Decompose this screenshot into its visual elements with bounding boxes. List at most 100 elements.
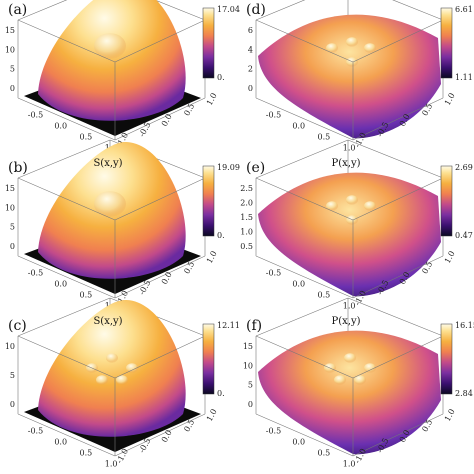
colorbar-min-label: 0.47 [455,231,473,240]
surface-peak [346,215,358,225]
z-tick-label: 0 [248,400,253,409]
x-tick-label: 0.0 [292,121,305,130]
x-tick-label: 1.0 [105,459,118,468]
surface-peak [96,375,108,385]
y-tick-label: 1.0 [205,407,219,422]
axes-box-front [255,335,444,457]
y-tick-label: 1.0 [443,407,457,422]
x-tick-label: -0.5 [28,111,43,120]
saddle-surface [258,14,441,139]
surface-peak [326,201,338,211]
panel-label: (e) [246,160,265,176]
axes-box-front [255,177,444,299]
surface-peak [346,57,358,67]
panel-a: 051015-0.50.00.51.01.00.50.0-0.5-1.0(a)1… [5,0,240,152]
surface-peak [126,363,138,373]
saddle-surface [258,172,441,297]
x-tick-label: 0.5 [80,290,93,299]
z-tick-label: 0 [248,84,253,93]
x-tick-label: -0.5 [266,111,281,120]
function-label: P(x,y) [332,158,361,169]
x-tick-label: -0.5 [266,269,281,278]
axes-box-front [17,177,206,299]
z-tick-label: 2.5 [240,184,253,193]
colorbar [202,7,215,79]
surface-peak [364,201,376,211]
x-tick-label: 1.0 [343,301,356,310]
colorbar-min-label: 1.11 [455,73,473,82]
z-tick-label: 5 [10,223,15,232]
axes-box-front [17,335,206,457]
surface-peak [344,353,356,363]
x-tick-label: 0.5 [318,290,331,299]
panel-label: (b) [8,160,28,176]
surface-dome [24,142,201,294]
colorbar-max-label: 16.15 [455,321,474,330]
colorbar-max-label: 2.69 [455,163,473,172]
y-tick-label: 1.0 [443,249,457,264]
z-tick-label: 5 [248,381,253,390]
z-tick-label: 2.0 [240,199,253,208]
colorbar [202,165,215,237]
dome-surface [38,300,186,437]
colorbar-min-label: 2.84 [455,389,473,398]
z-tick-label: 0.5 [240,242,253,251]
x-tick-label: 0.0 [54,121,67,130]
function-label: P(x,y) [332,316,361,327]
panel-label: (c) [8,318,27,334]
colorbar-min-label: 0. [217,73,225,82]
z-tick-label: 1.5 [240,213,253,222]
axes-box-front [17,19,206,141]
panel-b: 051015-0.50.00.51.01.00.50.0-0.5-1.0(b)S… [5,139,240,310]
z-tick-label: 2 [248,65,253,74]
z-tick-label: 0 [10,242,15,251]
z-tick-label: 0 [10,400,15,409]
z-tick-label: 15 [5,184,15,193]
x-tick-label: -0.5 [266,427,281,436]
x-tick-label: 1.0 [343,143,356,152]
z-tick-label: 10 [5,342,15,351]
panel-e: 0.51.01.52.02.5-0.50.00.51.01.00.50.0-0.… [240,139,473,310]
colorbar-max-label: 17.04 [217,5,240,14]
axes-box-front [255,19,444,141]
x-tick-label: 0.0 [292,437,305,446]
x-tick-label: -0.5 [28,427,43,436]
x-tick-label: 1.0 [343,459,356,468]
colorbar-max-label: 19.09 [217,163,240,172]
colorbar-min-label: 0. [217,231,225,240]
y-tick-label: 1.0 [205,91,219,106]
function-label: S(x,y) [93,158,122,169]
saddle-surface [258,330,441,455]
z-tick-label: 0 [10,84,15,93]
z-tick-label: 4 [248,45,253,54]
colorbar [440,165,453,237]
colorbar [440,323,453,395]
panel-label: (f) [246,318,262,334]
colorbar-min-label: 0. [217,389,225,398]
surface-peak [364,363,376,373]
z-tick-label: 15 [5,26,15,35]
z-tick-label: 15 [243,342,253,351]
surface-peak [346,37,358,47]
x-tick-label: 0.5 [318,132,331,141]
function-label: S(x,y) [93,316,122,327]
surface-saddle [258,14,441,139]
z-tick-label: 1.0 [240,228,253,237]
colorbar [440,7,453,79]
surface-peak [364,43,376,53]
y-tick-label: 1.0 [205,249,219,264]
panel-label: (d) [246,2,266,18]
surface-peak [106,353,118,363]
z-tick-label: 5 [10,65,15,74]
surface-dome [24,300,201,452]
x-tick-label: 0.0 [292,279,305,288]
z-tick-label: 5 [10,371,15,380]
surface-peak [116,375,128,385]
colorbar-max-label: 12.11 [217,321,240,330]
x-tick-label: 0.5 [80,132,93,141]
surface-saddle [258,172,441,297]
